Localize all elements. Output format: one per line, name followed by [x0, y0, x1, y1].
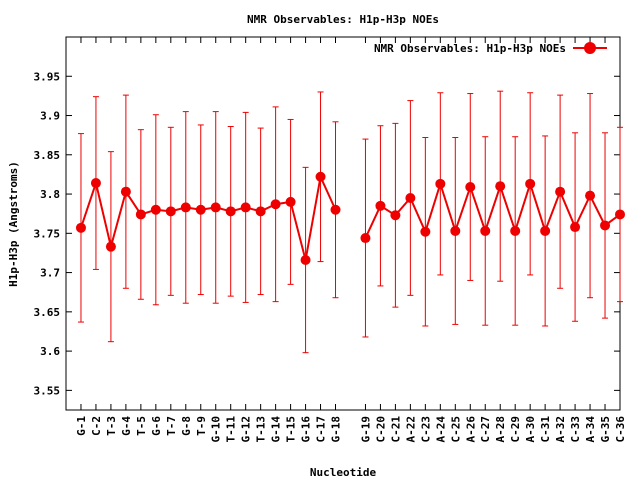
x-tick-label: C-20	[374, 416, 387, 443]
data-point	[465, 181, 476, 192]
x-tick-label: G-4	[120, 416, 133, 436]
x-tick-label: T-15	[285, 416, 298, 443]
x-tick-label: G-16	[300, 416, 313, 443]
x-tick-label: T-3	[105, 416, 118, 436]
y-tick-label: 3.85	[34, 149, 61, 162]
y-tick-label: 3.8	[40, 188, 60, 201]
x-tick-label: A-30	[524, 416, 537, 443]
data-point	[600, 220, 611, 231]
x-tick-label: G-18	[330, 416, 343, 443]
x-tick-label: G-6	[150, 416, 163, 436]
x-tick-label: G-1	[75, 416, 88, 436]
data-point	[240, 202, 251, 213]
x-tick-label: A-24	[434, 416, 447, 443]
data-point	[390, 210, 401, 221]
x-tick-label: T-7	[165, 416, 178, 436]
x-tick-label: C-29	[509, 416, 522, 443]
x-tick-label: A-28	[494, 416, 507, 443]
x-tick-label: C-36	[614, 416, 627, 443]
x-tick-label: A-32	[554, 416, 567, 443]
data-point	[225, 206, 236, 217]
y-tick-label: 3.7	[40, 267, 60, 280]
legend-marker	[584, 42, 596, 54]
data-point	[450, 225, 461, 236]
series-line	[80, 173, 337, 261]
data-point	[420, 226, 431, 237]
data-point	[480, 225, 491, 236]
data-point	[195, 204, 206, 215]
x-tick-label: C-25	[449, 416, 462, 443]
data-point	[360, 233, 371, 244]
data-point	[330, 204, 341, 215]
data-point	[405, 192, 416, 203]
data-point	[120, 186, 131, 197]
data-point	[375, 200, 386, 211]
x-tick-label: A-34	[584, 416, 597, 443]
x-tick-label: C-31	[539, 416, 552, 443]
legend-label: NMR Observables: H1p-H3p NOEs	[374, 42, 566, 55]
x-tick-label: C-21	[389, 416, 402, 443]
data-point	[285, 196, 296, 207]
y-axis: 3.55 3.6 3.65 3.7 3.75 3.8 3.85 3.9 3.95	[34, 70, 620, 397]
data-point	[570, 222, 581, 233]
data-point	[90, 178, 101, 189]
y-tick-label: 3.55	[34, 384, 61, 397]
data-point	[525, 178, 536, 189]
x-tick-label: T-9	[195, 416, 208, 436]
y-tick-label: 3.6	[40, 345, 60, 358]
data-point	[255, 206, 266, 217]
data-point	[615, 209, 625, 220]
data-point	[510, 225, 521, 236]
data-point	[150, 204, 161, 215]
x-tick-label: G-8	[180, 416, 193, 436]
data-point	[180, 202, 191, 213]
series-layer	[75, 90, 625, 354]
x-tick-label: A-22	[404, 416, 417, 443]
x-tick-label: T-11	[225, 416, 238, 443]
plot-area	[65, 36, 621, 411]
x-tick-label: C-17	[315, 416, 328, 443]
data-point	[300, 255, 311, 266]
series-line	[364, 180, 621, 239]
x-tick-label: C-23	[419, 416, 432, 443]
x-tick-label: C-27	[479, 416, 492, 443]
x-tick-label: C-2	[90, 416, 103, 436]
legend: NMR Observables: H1p-H3p NOEs	[374, 42, 607, 55]
x-axis-label: Nucleotide	[310, 466, 377, 479]
x-tick-label: G-14	[270, 416, 283, 443]
x-tick-label: G-10	[210, 416, 223, 443]
data-point	[435, 178, 446, 189]
data-point	[495, 181, 506, 192]
x-tick-label: G-12	[240, 416, 253, 443]
data-point	[540, 225, 551, 236]
x-tick-label: G-35	[599, 416, 612, 443]
data-point	[210, 202, 221, 213]
data-point	[315, 171, 326, 182]
data-point	[165, 206, 176, 217]
data-point	[585, 190, 596, 201]
y-tick-label: 3.65	[34, 306, 61, 319]
x-tick-label: A-26	[464, 416, 477, 443]
y-axis-label: H1p-H3p (Angstroms)	[7, 161, 20, 287]
y-tick-label: 3.95	[34, 70, 61, 83]
data-point	[270, 199, 281, 210]
y-tick-label: 3.9	[40, 110, 60, 123]
x-axis: G-1 C-2 T-3 G-4 T-5 G-6 T-7 G-8 T-9 G-10 T-11 G-12 T…	[75, 37, 627, 443]
data-point	[105, 241, 116, 252]
y-tick-label: 3.75	[34, 227, 61, 240]
x-tick-label: T-13	[255, 416, 268, 443]
data-point	[555, 186, 566, 197]
data-point	[75, 222, 86, 233]
x-tick-label: G-19	[359, 416, 372, 443]
data-point	[135, 209, 146, 220]
x-tick-label: C-33	[569, 416, 582, 443]
x-tick-label: T-5	[135, 416, 148, 436]
chart-title: NMR Observables: H1p-H3p NOEs	[247, 13, 439, 26]
